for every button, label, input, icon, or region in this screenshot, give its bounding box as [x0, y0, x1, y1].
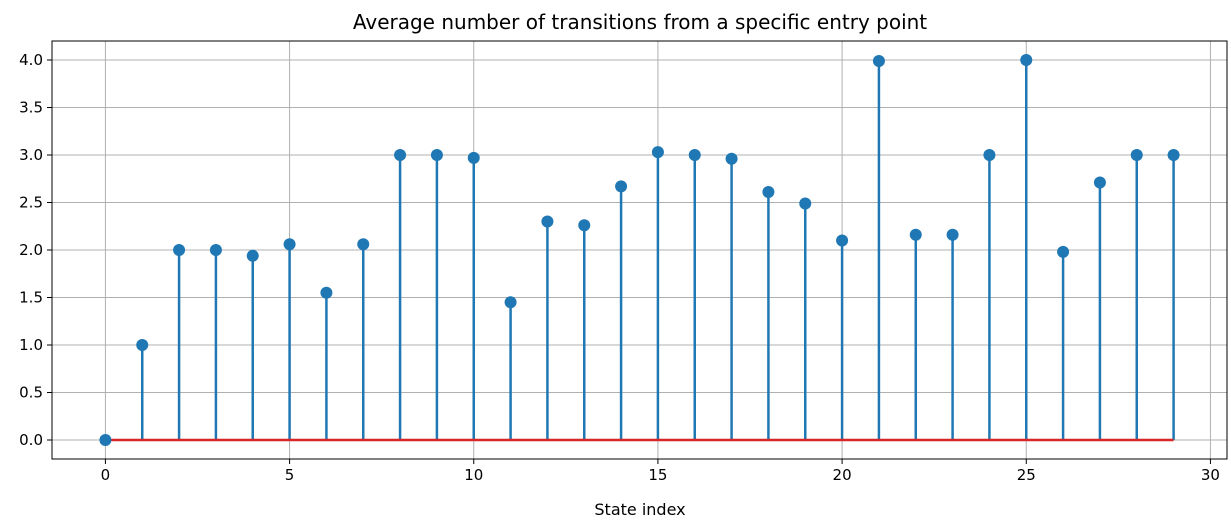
stem-marker	[467, 151, 480, 164]
y-tick-label: 4.0	[19, 51, 43, 69]
stem-marker	[725, 152, 738, 165]
stem-marker	[1093, 176, 1106, 189]
stem-marker	[1057, 245, 1070, 258]
x-tick-label: 20	[833, 466, 852, 484]
x-tick-label: 5	[285, 466, 295, 484]
stem-marker	[541, 215, 554, 228]
x-tick-label: 30	[1201, 466, 1220, 484]
y-tick-label: 3.0	[19, 146, 43, 164]
x-tick-label: 25	[1017, 466, 1036, 484]
x-tick-label: 0	[101, 466, 111, 484]
x-axis-label: State index	[594, 500, 685, 519]
stem-marker	[615, 180, 628, 193]
stem-marker	[283, 238, 296, 251]
stem-marker	[909, 228, 922, 241]
stem-marker	[430, 149, 443, 161]
y-tick-label: 1.5	[19, 289, 43, 307]
x-tick-label: 15	[648, 466, 667, 484]
stem-marker	[983, 149, 996, 161]
x-axis-ticks: 0 5 10 15 20 25 30	[101, 459, 1220, 484]
stem-marker	[1167, 149, 1180, 161]
stem-marker	[320, 286, 333, 299]
stem-marker	[1130, 149, 1143, 161]
x-tick-label: 10	[464, 466, 483, 484]
stem-marker	[209, 244, 222, 256]
stem-marker	[246, 249, 259, 262]
stem-marker	[836, 234, 849, 247]
y-tick-label: 1.0	[19, 336, 43, 354]
stem-marker	[946, 228, 959, 241]
y-tick-label: 3.5	[19, 99, 43, 117]
y-tick-label: 0.5	[19, 384, 43, 402]
y-tick-label: 2.5	[19, 194, 43, 212]
stem-marker	[762, 186, 775, 199]
stem-marker	[173, 244, 186, 256]
stem-marker	[651, 146, 664, 159]
stem-marker	[504, 296, 517, 309]
stem-marker	[799, 197, 812, 210]
stem-marker	[1020, 54, 1033, 66]
stem-marker	[394, 149, 407, 161]
y-tick-label: 2.0	[19, 241, 43, 259]
stem-marker	[99, 434, 112, 446]
stem-marker	[872, 54, 885, 67]
chart-title: Average number of transitions from a spe…	[353, 10, 927, 34]
y-tick-label: 0.0	[19, 431, 43, 449]
stem-marker	[688, 149, 701, 161]
stem-markers	[99, 54, 1180, 446]
y-axis-ticks: 0.0 0.5 1.0 1.5 2.0 2.5 3.0 3.5 4.0	[19, 51, 52, 449]
stem-marker	[357, 238, 370, 251]
grid	[52, 41, 1227, 459]
stem-lines	[140, 60, 1175, 440]
stem-marker	[578, 219, 591, 232]
stem-marker	[136, 339, 149, 351]
